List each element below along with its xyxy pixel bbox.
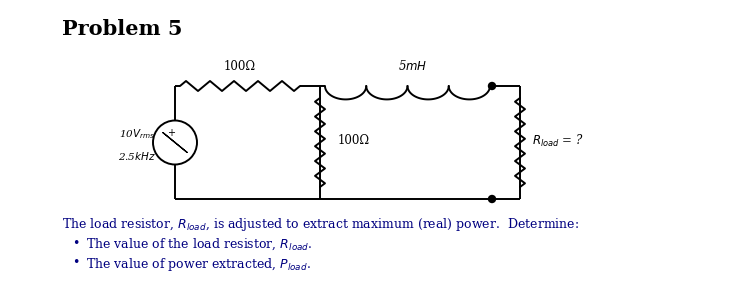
Circle shape bbox=[489, 195, 495, 202]
Text: 2.5$kHz$: 2.5$kHz$ bbox=[118, 150, 156, 163]
Text: 100Ω: 100Ω bbox=[224, 60, 256, 73]
Text: •: • bbox=[72, 237, 79, 250]
Text: 5$mH$: 5$mH$ bbox=[398, 59, 427, 73]
Text: Problem 5: Problem 5 bbox=[62, 19, 182, 39]
Text: •: • bbox=[72, 256, 79, 269]
Text: 10$V_{rms}$: 10$V_{rms}$ bbox=[119, 128, 155, 141]
Text: +: + bbox=[167, 127, 175, 137]
Text: 100Ω: 100Ω bbox=[338, 134, 370, 147]
Text: The value of power extracted, $P_{load}$.: The value of power extracted, $P_{load}$… bbox=[86, 256, 311, 273]
Text: The value of the load resistor, $R_{load}$.: The value of the load resistor, $R_{load… bbox=[86, 237, 312, 252]
Text: The load resistor, $R_{load}$, is adjusted to extract maximum (real) power.  Det: The load resistor, $R_{load}$, is adjust… bbox=[62, 216, 579, 233]
Circle shape bbox=[489, 82, 495, 89]
Text: $R_{load}$ = ?: $R_{load}$ = ? bbox=[532, 133, 584, 149]
